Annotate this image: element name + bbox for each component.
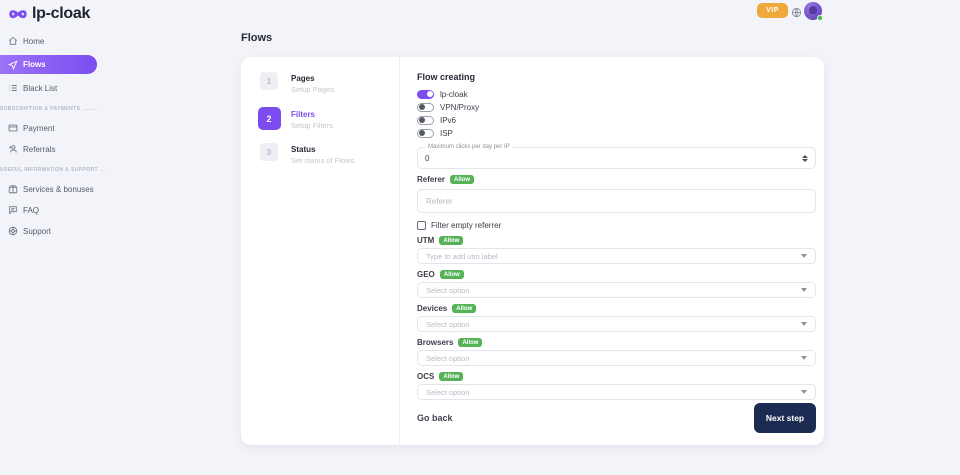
online-status-dot	[817, 15, 823, 21]
referrals-icon	[9, 145, 17, 153]
ocs-allow-badge[interactable]: Allow	[439, 372, 464, 381]
step-number: 2	[257, 107, 281, 130]
sidebar-item-home[interactable]: Home	[0, 34, 97, 48]
main-content: Flows 1 Pages Setup Pages 2 Filters Setu…	[241, 32, 824, 445]
ocs-label-row: OCS Allow	[417, 372, 816, 381]
vip-button[interactable]: VIP	[757, 3, 788, 18]
chevron-down-icon	[801, 356, 807, 360]
step-status[interactable]: 3 Status Set status of Flows	[257, 143, 387, 165]
toggle-row-ipv6[interactable]: IPv6	[417, 115, 816, 125]
sidebar-section-useful-info: Useful information & Support	[0, 167, 105, 173]
max-clicks-field: Maximum clicks per day per IP	[417, 144, 816, 169]
sidebar-item-payment[interactable]: Payment	[0, 121, 97, 135]
step-filters[interactable]: 2 Filters Setup Filters	[257, 107, 387, 130]
form-title: Flow creating	[417, 72, 476, 82]
flows-icon	[8, 59, 18, 70]
max-clicks-input[interactable]	[425, 153, 802, 163]
chevron-down-icon	[801, 322, 807, 326]
mask-logo-icon	[8, 6, 28, 22]
referer-input[interactable]	[426, 196, 807, 206]
sidebar-item-support[interactable]: Support	[0, 224, 97, 238]
browsers-allow-badge[interactable]: Allow	[458, 338, 483, 347]
sidebar-item-black-list[interactable]: Black List	[0, 81, 97, 95]
faq-icon	[9, 206, 17, 215]
devices-label-row: Devices Allow	[417, 304, 816, 313]
card-divider	[399, 57, 400, 445]
toggle-row-lp-cloak[interactable]: lp-cloak	[417, 89, 816, 99]
sidebar-item-flows[interactable]: Flows	[0, 55, 97, 74]
referer-label-row: Referer Allow	[417, 175, 816, 184]
filter-empty-referrer-row[interactable]: Filter empty referrer	[417, 220, 816, 230]
referer-allow-badge[interactable]: Allow	[450, 175, 475, 184]
filter-empty-referrer-checkbox[interactable]	[417, 220, 426, 230]
top-header: lp-cloak VIP	[0, 0, 960, 30]
geo-label-row: GEO Allow	[417, 270, 816, 279]
step-pages[interactable]: 1 Pages Setup Pages	[257, 72, 387, 94]
toggle-2[interactable]	[417, 115, 434, 125]
chevron-down-icon	[801, 254, 807, 258]
geo-allow-badge[interactable]: Allow	[439, 270, 464, 279]
geo-select[interactable]: Select option	[417, 282, 816, 298]
sidebar: Home Flows Black List Subscription & Pay…	[0, 34, 105, 245]
form-footer: Go back Next step	[417, 403, 816, 433]
user-avatar[interactable]	[804, 2, 823, 21]
logo-text: lp-cloak	[32, 5, 91, 22]
devices-allow-badge[interactable]: Allow	[452, 304, 477, 313]
chevron-down-icon	[801, 390, 807, 394]
toggle-row-vpn-proxy[interactable]: VPN/Proxy	[417, 102, 816, 112]
toggle-0[interactable]	[417, 89, 434, 99]
utm-label-row: UTM Allow	[417, 236, 816, 245]
step-number: 3	[260, 143, 278, 161]
ocs-select[interactable]: Select option	[417, 384, 816, 400]
language-globe-icon[interactable]	[791, 5, 802, 23]
number-stepper[interactable]	[802, 154, 808, 162]
toggle-3[interactable]	[417, 128, 434, 138]
utm-select[interactable]: Type to add utm label	[417, 248, 816, 264]
next-step-button[interactable]: Next step	[754, 403, 816, 433]
page-title: Flows	[241, 32, 273, 44]
chevron-down-icon	[801, 288, 807, 292]
home-icon	[8, 36, 18, 45]
sidebar-item-services-bonuses[interactable]: Services & bonuses	[0, 182, 97, 196]
stepper-up-icon	[802, 154, 808, 158]
devices-select[interactable]: Select option	[417, 316, 816, 332]
utm-allow-badge[interactable]: Allow	[439, 236, 464, 245]
max-clicks-label: Maximum clicks per day per IP	[425, 144, 513, 150]
payment-icon	[8, 124, 18, 132]
stepper-down-icon	[802, 158, 808, 162]
go-back-link[interactable]: Go back	[417, 413, 453, 423]
sidebar-item-referrals[interactable]: Referrals	[0, 142, 97, 156]
stepper: 1 Pages Setup Pages 2 Filters Setup Filt…	[241, 57, 399, 445]
browsers-select[interactable]: Select option	[417, 350, 816, 366]
step-number: 1	[260, 72, 278, 90]
toggle-row-isp[interactable]: ISP	[417, 128, 816, 138]
sidebar-item-faq[interactable]: FAQ	[0, 203, 97, 217]
browsers-label-row: Browsers Allow	[417, 338, 816, 347]
app-logo[interactable]: lp-cloak	[8, 5, 90, 23]
toggle-1[interactable]	[417, 102, 434, 112]
support-icon	[8, 226, 18, 236]
black-list-icon	[9, 85, 17, 91]
filters-form: Flow creating lp-cloak VPN/Proxy IPv6 IS…	[400, 57, 824, 445]
services-icon	[8, 184, 18, 194]
referer-field	[417, 189, 816, 213]
flow-creating-card: 1 Pages Setup Pages 2 Filters Setup Filt…	[241, 57, 824, 445]
sidebar-section-subscription: Subscription & Payments	[0, 106, 97, 112]
